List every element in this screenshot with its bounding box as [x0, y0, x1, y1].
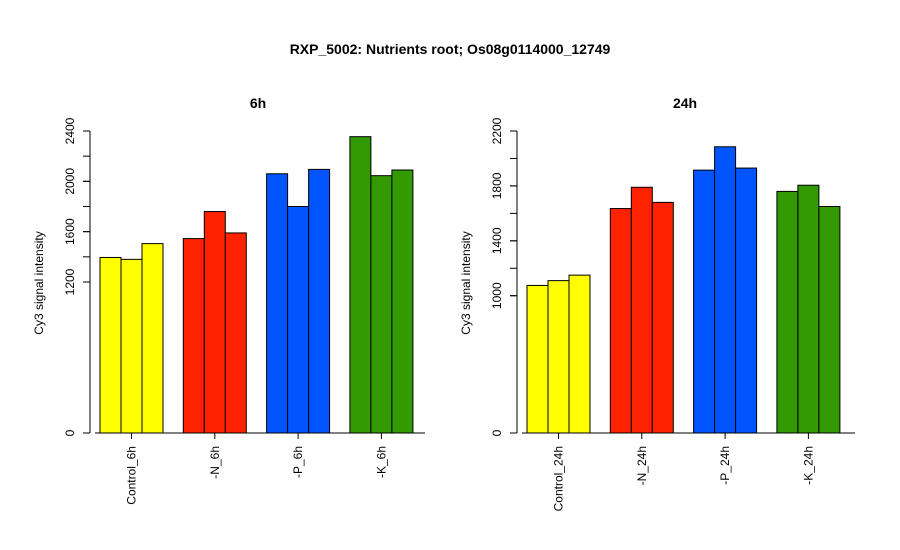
x-axis-labels: Control_6h -N_6h -P_6h -K_6h	[125, 446, 389, 505]
bars	[99, 136, 414, 434]
bar	[797, 184, 820, 434]
bar	[609, 208, 632, 434]
chart-panel-24h: 24h Cy3 signal intensity 0 1000 1400 1800 22…	[459, 95, 855, 511]
x-tick-label: -K_6h	[374, 446, 388, 478]
x-tick-label: -N_6h	[208, 446, 222, 479]
bar	[224, 232, 247, 434]
y-tick-label: 0	[63, 429, 77, 436]
x-tick-label: -K_24h	[801, 446, 815, 485]
x-axis-labels: Control_24h -N_24h -P_24h -K_24h	[552, 446, 816, 511]
figure-title: RXP_5002: Nutrients root; Os08g0114000_1…	[290, 41, 611, 57]
y-tick-label: 2400	[63, 117, 77, 144]
bar	[370, 175, 393, 434]
bar	[818, 206, 841, 434]
bar	[99, 256, 122, 434]
x-tick-label: Control_24h	[552, 446, 566, 511]
bar	[182, 238, 205, 434]
bar	[630, 186, 653, 434]
y-tick-label: 0	[490, 429, 504, 436]
x-tick-label: -N_24h	[635, 446, 649, 485]
x-tick-label: -P_6h	[291, 446, 305, 478]
y-axis-label: Cy3 signal intensity	[459, 231, 473, 334]
y-tick-label: 1800	[490, 172, 504, 199]
bar	[693, 169, 716, 434]
bar	[568, 274, 591, 434]
bar	[776, 190, 799, 434]
bar	[391, 169, 414, 434]
bar	[141, 243, 164, 434]
y-tick-label: 2200	[490, 117, 504, 144]
bar	[120, 258, 143, 434]
y-tick-label: 1600	[63, 218, 77, 245]
bar	[287, 206, 310, 434]
bar	[203, 211, 226, 434]
y-tick-label: 1000	[490, 282, 504, 309]
y-axis: 0 1200 1600 2000 2400	[63, 117, 425, 439]
panel-title: 24h	[673, 95, 697, 111]
bar	[651, 201, 674, 434]
bar	[735, 167, 758, 434]
bar	[308, 168, 331, 434]
bar	[526, 284, 549, 434]
y-tick-label: 2000	[63, 168, 77, 195]
x-tick-label: -P_24h	[718, 446, 732, 485]
bar	[266, 173, 289, 434]
chart-panel-6h: 6h Cy3 signal intensity 0 1200 1600 2000 240…	[32, 95, 425, 505]
y-tick-label: 1400	[490, 227, 504, 254]
y-tick-label: 1200	[63, 268, 77, 295]
bar	[714, 146, 737, 434]
bar	[547, 280, 570, 434]
x-tick-label: Control_6h	[125, 446, 139, 505]
y-axis: 0 1000 1400 1800 2200	[490, 117, 855, 439]
bars	[526, 146, 841, 434]
y-axis-label: Cy3 signal intensity	[32, 231, 46, 334]
panel-title: 6h	[250, 95, 266, 111]
bar	[349, 136, 372, 434]
